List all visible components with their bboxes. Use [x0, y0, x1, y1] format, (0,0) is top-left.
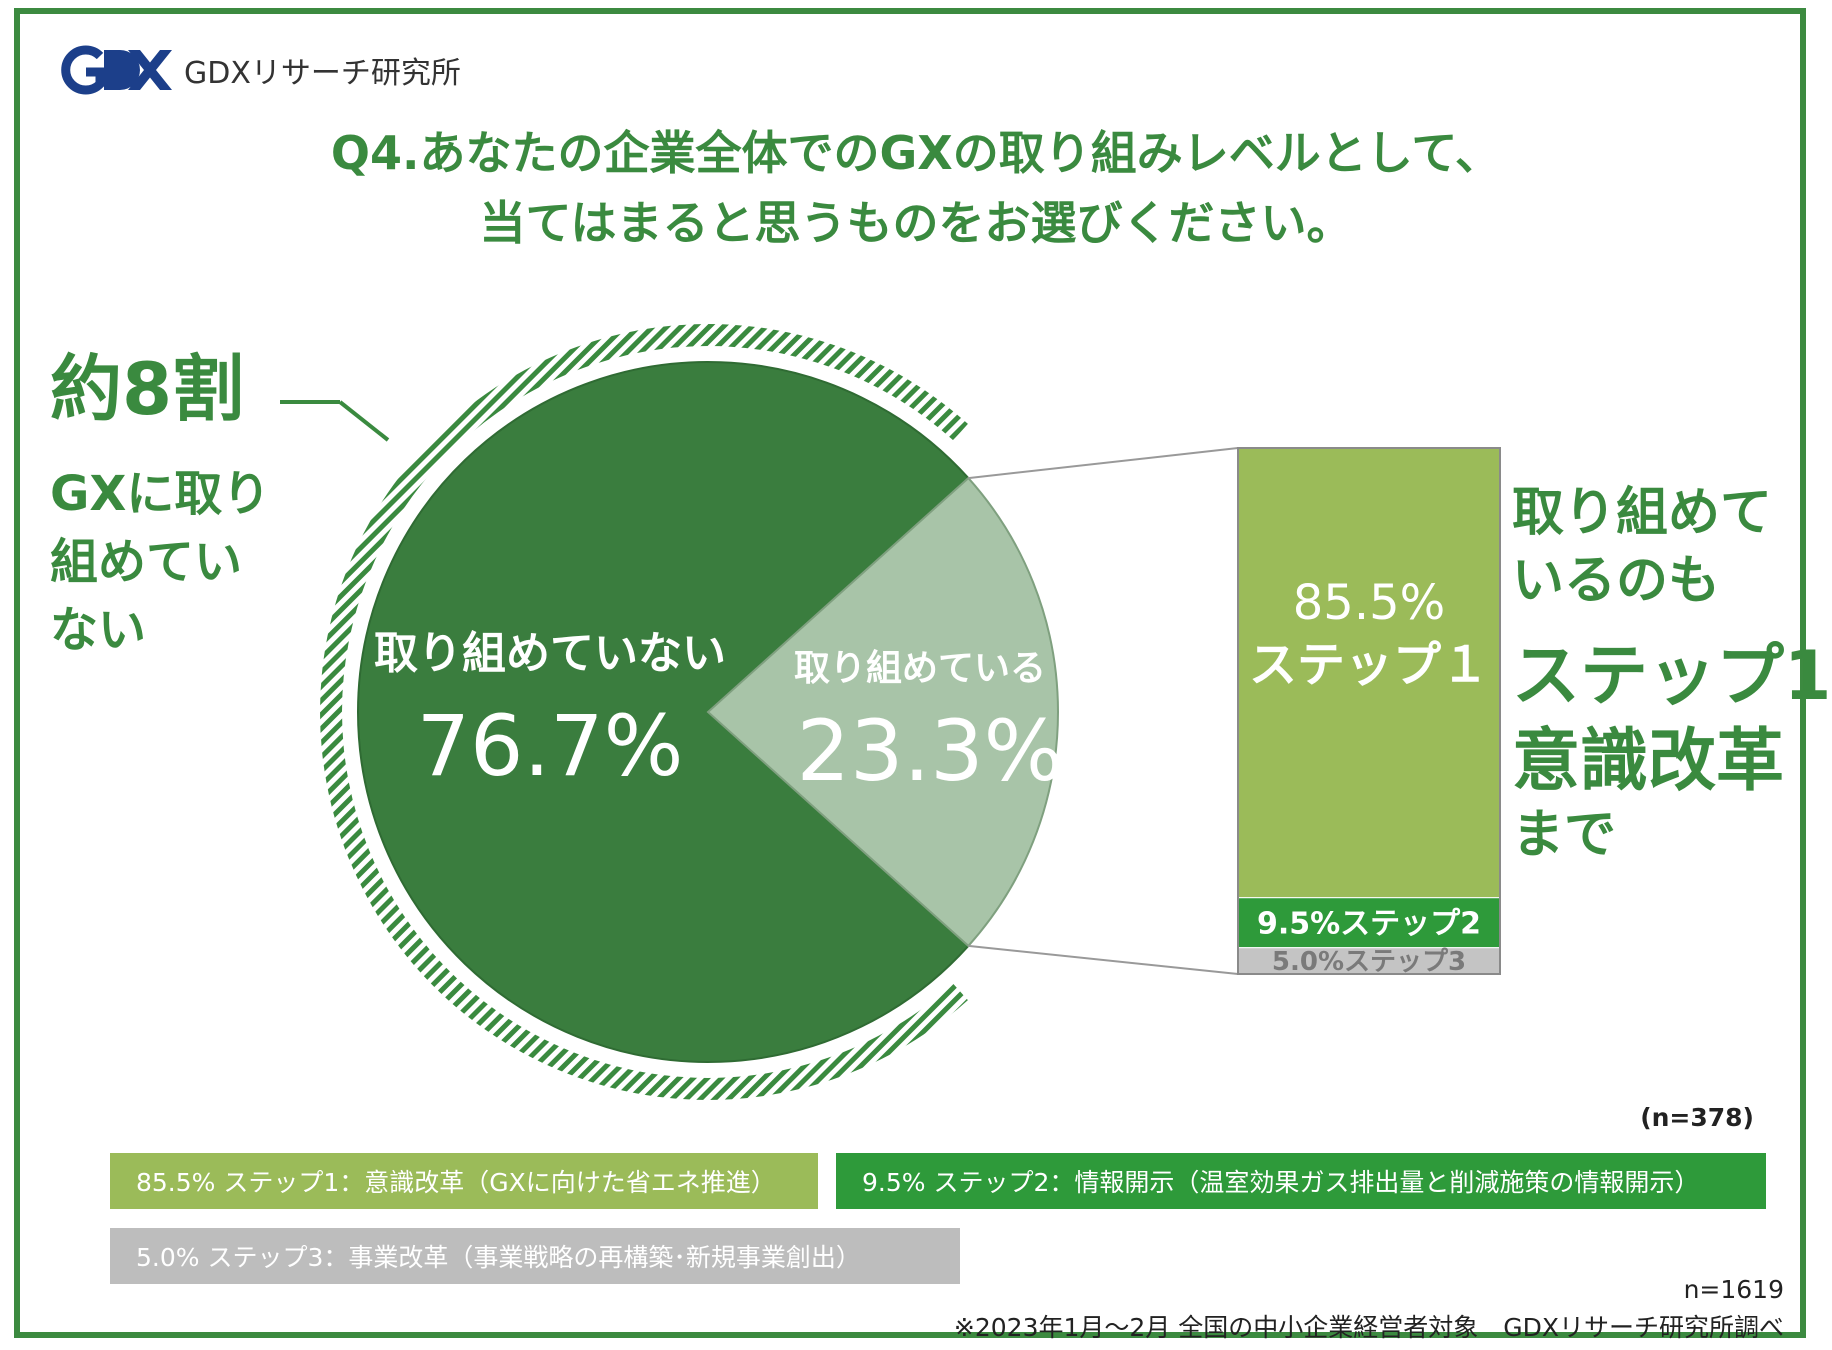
- pie-label-not-engaged: 取り組めていない: [374, 628, 726, 679]
- right-callout-line4: 意識改革: [1512, 722, 1785, 801]
- bar-outline: [1237, 447, 1501, 975]
- bar-label-step3: 5.0%ステップ3: [1272, 947, 1466, 977]
- bar-value-step1: 85.5%: [1293, 575, 1445, 631]
- sample-size-label: (n=378): [1640, 1103, 1754, 1132]
- pie-value-engaged: 23.3%: [797, 702, 1064, 800]
- right-callout-line5: まで: [1512, 805, 1617, 865]
- callout-sub-text: GXに取り組めていない: [50, 466, 271, 658]
- pie-label-engaged: 取り組めている: [794, 648, 1046, 689]
- slide-frame: [14, 8, 1806, 1338]
- legend-step2: 9.5% ステップ2：情報開示（温室効果ガス排出量と削減施策の情報開示）: [836, 1153, 1766, 1209]
- bar-label-step1: ステップ１: [1249, 637, 1489, 693]
- connector-line-bottom: [968, 944, 1239, 975]
- gdx-logo-icon: [61, 45, 172, 95]
- survey-note: ※2023年1月〜2月 全国の中小企業経営者対象 GDXリサーチ研究所調べ: [953, 1313, 1784, 1342]
- legend-step1: 85.5% ステップ1：意識改革（GXに向けた省エネ推進）: [110, 1153, 818, 1209]
- bar-segment-step1: [1237, 447, 1501, 899]
- brand-name: GDXリサーチ研究所: [184, 56, 461, 91]
- callout-big-text: 約8割: [50, 347, 245, 431]
- legend-step3: 5.0% ステップ3：事業改革（事業戦略の再構築･新規事業創出）: [110, 1228, 960, 1284]
- brand-logo: GDXリサーチ研究所: [60, 42, 461, 98]
- right-callout-line2: いるのも: [1512, 551, 1721, 611]
- total-sample-size: n=1619: [1683, 1275, 1784, 1304]
- connector-line-top: [968, 447, 1239, 480]
- bar-label-step2: 9.5%ステップ2: [1257, 907, 1481, 942]
- pie-value-not-engaged: 76.7%: [417, 697, 684, 795]
- pie-outer-striped-arc: [319, 323, 968, 1100]
- right-callout-line3: ステップ1: [1512, 637, 1832, 716]
- bar-segment-step2: [1237, 897, 1501, 949]
- pie-slice-engaged: [706, 476, 1059, 948]
- chart-title-line2: 当てはまると思うものをお選びください。: [479, 196, 1353, 250]
- chart-title-line1: Q4.あなたの企業全体でのGXの取り組みレベルとして、: [330, 126, 1502, 180]
- pie-slice-not-engaged: [357, 361, 970, 1063]
- right-callout-line1: 取り組めて: [1512, 483, 1773, 543]
- callout-leader-diagonal: [338, 400, 390, 442]
